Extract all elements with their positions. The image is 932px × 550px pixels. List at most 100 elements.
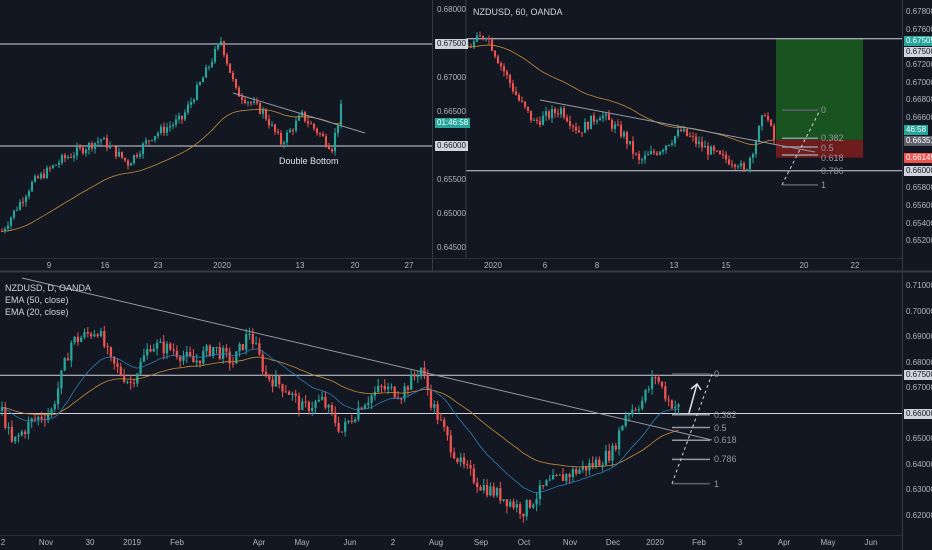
candle <box>538 120 542 125</box>
price-label: 46:58 <box>904 125 929 136</box>
bottom-chart[interactable] <box>0 277 902 523</box>
candle <box>703 145 707 148</box>
candle <box>56 388 60 405</box>
candle <box>406 386 410 390</box>
top-left-chart[interactable] <box>0 37 432 234</box>
candle <box>144 140 148 144</box>
candle <box>370 395 373 403</box>
price-axis-tick: 0.62000 <box>906 510 932 520</box>
candle <box>50 409 53 415</box>
candle <box>484 38 488 40</box>
candle <box>757 126 761 142</box>
candle <box>231 72 235 80</box>
candle <box>688 135 692 137</box>
candle <box>63 155 67 159</box>
candle <box>512 501 515 508</box>
candle <box>228 351 231 364</box>
arrow-up-icon <box>688 382 702 414</box>
time-axis-tick: Dec <box>605 538 621 547</box>
fib-level-label: 1 <box>821 179 827 190</box>
double-bottom-annotation[interactable]: Double Bottom <box>279 156 339 166</box>
candle <box>334 412 337 424</box>
candle <box>268 374 271 380</box>
legend-ema50[interactable]: EMA (50, close) <box>5 295 69 305</box>
candle <box>153 136 157 140</box>
time-axis-tick: 13 <box>669 261 679 270</box>
candle <box>673 136 677 144</box>
candle <box>545 480 548 486</box>
candle <box>607 114 611 120</box>
candle <box>204 67 208 78</box>
time-axis-tick: Oct <box>517 538 531 547</box>
candle <box>241 344 245 350</box>
time-axis-tick: 2020 <box>484 261 502 270</box>
candle <box>219 41 223 44</box>
candle <box>93 142 97 149</box>
candle <box>544 111 548 116</box>
candle <box>117 151 121 157</box>
candle <box>213 49 217 62</box>
candle <box>183 112 187 120</box>
candle <box>258 103 262 114</box>
candle <box>446 427 449 436</box>
candle <box>261 109 265 114</box>
candle <box>568 121 572 126</box>
time-axis-tick: 2 <box>0 538 6 547</box>
top-right-chart[interactable] <box>466 31 902 186</box>
candle <box>215 346 218 348</box>
candle <box>282 142 286 145</box>
legend-ema20[interactable]: EMA (20, close) <box>5 307 69 317</box>
time-axis-tick: Apr <box>252 538 266 547</box>
candle <box>119 366 122 375</box>
candle <box>733 164 737 167</box>
candle <box>202 350 205 364</box>
candle <box>192 355 195 363</box>
candle <box>136 373 139 384</box>
candle <box>205 345 208 351</box>
candle <box>312 123 316 129</box>
candle <box>592 115 596 122</box>
candle <box>551 475 555 480</box>
candle <box>12 210 16 218</box>
chart-title-daily[interactable]: NZDUSD, D, OANDA <box>5 283 92 293</box>
fib-level-label: 0 <box>821 105 827 116</box>
candle <box>258 343 261 355</box>
candle <box>198 82 202 85</box>
candle <box>515 504 518 508</box>
candle <box>235 351 238 364</box>
candle <box>739 163 743 167</box>
candle <box>27 421 30 434</box>
candle <box>285 132 289 143</box>
price-axis-tick: 0.65000 <box>906 434 932 443</box>
candle <box>9 217 13 226</box>
candle <box>558 474 561 476</box>
candle <box>628 141 632 144</box>
candle <box>294 393 297 396</box>
candle <box>27 191 31 197</box>
candle <box>502 499 505 501</box>
candle <box>254 343 258 345</box>
candle <box>54 164 58 166</box>
time-axis-tick: 2020 <box>213 261 231 270</box>
candle <box>751 153 755 158</box>
candle <box>556 113 560 115</box>
candle <box>621 425 624 431</box>
candle <box>670 143 674 145</box>
candle <box>386 386 390 390</box>
candle <box>548 479 551 481</box>
candle <box>182 356 185 361</box>
candle <box>270 124 274 126</box>
candle <box>709 146 713 155</box>
candle <box>505 499 509 507</box>
time-axis-tick: 20 <box>799 261 809 270</box>
candle <box>0 407 4 411</box>
ema50-line <box>1 356 679 468</box>
candle <box>525 500 528 517</box>
candle <box>595 120 599 122</box>
price-level-label: 0.67500 <box>904 370 932 381</box>
candle <box>631 409 634 415</box>
candle <box>96 334 99 337</box>
